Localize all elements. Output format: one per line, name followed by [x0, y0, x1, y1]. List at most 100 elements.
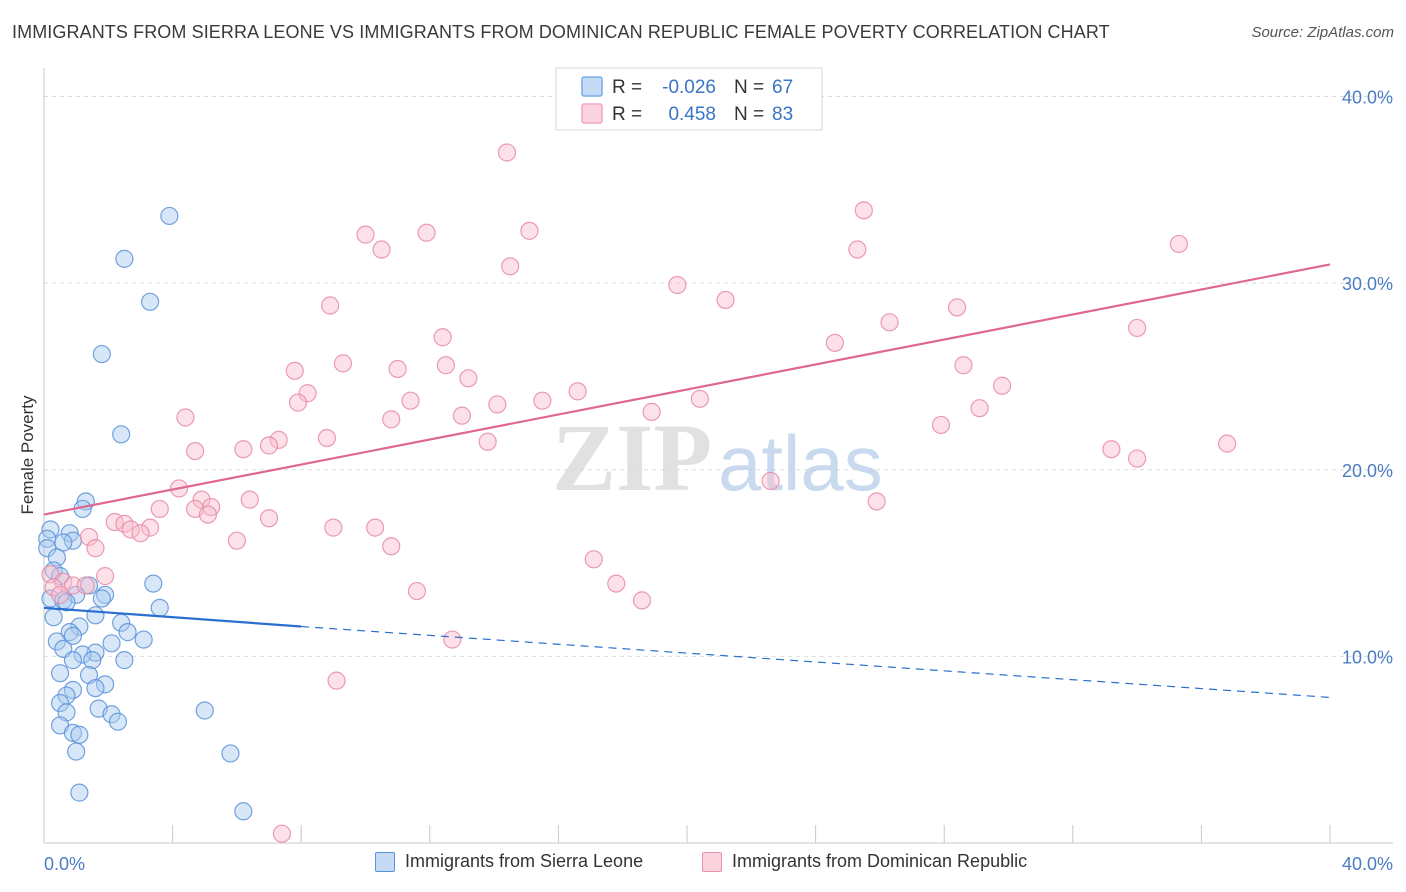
data-point: [947, 298, 967, 317]
data-point: [327, 671, 346, 690]
data-point: [417, 223, 436, 242]
data-point: [121, 520, 140, 539]
data-point: [584, 550, 603, 569]
data-point: [186, 441, 205, 461]
legend-n-value-2: 83: [772, 104, 793, 125]
trend-line-extension-0: [301, 625, 1331, 699]
data-point: [76, 576, 95, 595]
data-point: [272, 824, 292, 843]
data-point: [47, 632, 66, 651]
legend-n-label-2: N =: [734, 104, 764, 125]
data-point: [880, 313, 899, 332]
data-point: [50, 693, 70, 713]
data-point: [848, 240, 867, 259]
watermark: ZIP atlas: [552, 404, 883, 511]
data-point: [568, 382, 587, 401]
y-tick-label: 40.0%: [1342, 88, 1393, 108]
data-point: [115, 249, 134, 268]
bottom-legend-item-sierra-leone: Immigrants from Sierra Leone: [375, 851, 643, 872]
bottom-legend: Immigrants from Sierra Leone Immigrants …: [0, 851, 1406, 879]
x-tick-right: 40.0%: [1342, 854, 1393, 874]
data-point: [382, 537, 401, 556]
data-point: [140, 518, 160, 537]
data-point: [690, 389, 709, 408]
data-point: [92, 589, 111, 608]
bottom-legend-item-dominican-republic: Immigrants from Dominican Republic: [702, 851, 1027, 872]
data-point: [317, 428, 337, 448]
data-point: [478, 432, 497, 451]
data-point: [259, 436, 279, 455]
data-point: [321, 296, 340, 315]
data-point: [150, 598, 169, 617]
data-point: [44, 578, 63, 597]
data-point: [38, 539, 57, 558]
data-point: [102, 634, 121, 653]
legend-r-value-1: -0.026: [662, 77, 716, 98]
data-point: [95, 567, 115, 586]
data-point: [716, 290, 735, 310]
data-point: [825, 333, 844, 352]
y-tick-label: 20.0%: [1342, 461, 1393, 481]
data-point: [86, 539, 105, 558]
legend-swatch-pink: [581, 103, 603, 124]
data-point: [854, 201, 873, 220]
chart-title: IMMIGRANTS FROM SIERRA LEONE VS IMMIGRAN…: [12, 22, 1110, 42]
data-point: [992, 376, 1012, 395]
data-point: [298, 384, 317, 403]
series-1: [41, 89, 1237, 843]
data-point: [221, 744, 240, 763]
data-point: [632, 591, 652, 610]
legend-swatch-blue: [581, 76, 603, 97]
data-point: [160, 206, 179, 226]
data-point: [195, 701, 214, 720]
data-point: [140, 292, 160, 311]
series-0: [38, 206, 253, 821]
data-point: [1218, 434, 1237, 453]
data-point: [115, 651, 134, 670]
data-point: [607, 574, 626, 593]
data-point: [70, 783, 89, 802]
data-point: [388, 359, 407, 379]
data-point: [70, 617, 89, 636]
data-points: [38, 89, 1237, 843]
data-point: [366, 518, 385, 537]
data-point: [118, 623, 137, 642]
data-point: [44, 608, 63, 627]
legend-n-value-1: 67: [772, 77, 793, 98]
data-point: [436, 356, 455, 375]
data-point: [642, 402, 661, 421]
data-point: [112, 425, 131, 444]
bottom-legend-label-sierra-leone: Immigrants from Sierra Leone: [405, 851, 644, 871]
x-tick-left: 0.0%: [44, 854, 85, 874]
data-point: [954, 356, 973, 375]
data-point: [57, 593, 76, 612]
legend-r-label-2: R =: [612, 104, 642, 125]
legend-r-label-1: R =: [612, 77, 642, 98]
data-point: [234, 802, 253, 821]
data-point: [259, 509, 279, 528]
data-point: [95, 675, 115, 694]
data-point: [1102, 440, 1121, 459]
watermark-zip: ZIP: [552, 404, 712, 511]
source-label: Source: ZipAtlas.com: [1251, 24, 1394, 41]
data-point: [285, 361, 304, 380]
data-point: [67, 742, 86, 761]
data-point: [86, 679, 105, 698]
data-point: [1169, 234, 1188, 254]
watermark-atlas: atlas: [718, 419, 883, 507]
data-point: [488, 395, 507, 414]
data-point: [63, 626, 83, 645]
data-point: [382, 410, 401, 429]
data-point: [1127, 318, 1147, 338]
data-point: [931, 415, 951, 435]
dominican-republic-swatch: [702, 851, 722, 872]
data-point: [150, 499, 169, 519]
y-tick-label: 10.0%: [1342, 647, 1393, 667]
legend: R = -0.026 N = 67 R = 0.458 N = 83: [555, 67, 823, 131]
data-point: [50, 585, 70, 604]
data-point: [86, 606, 105, 625]
data-point: [63, 576, 83, 595]
data-point: [401, 391, 420, 410]
data-point: [668, 275, 687, 295]
